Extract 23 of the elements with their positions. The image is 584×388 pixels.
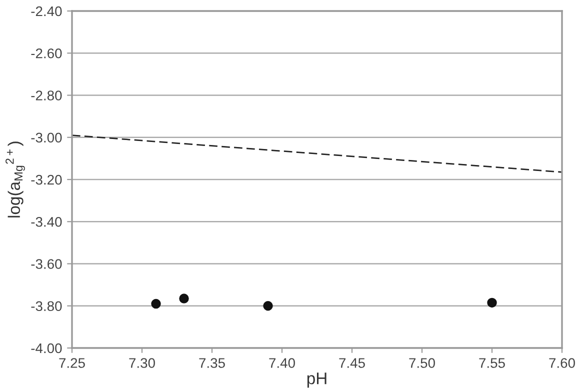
x-tick-label: 7.40	[269, 358, 295, 368]
x-tick-label: 7.45	[339, 358, 365, 368]
point	[179, 294, 189, 304]
y-tick-label: -3.40	[31, 216, 62, 227]
x-axis-title: pH	[307, 372, 326, 388]
x-tick-label: 7.30	[129, 358, 155, 368]
point	[487, 298, 497, 308]
y-tick-label: -2.60	[31, 48, 62, 58]
y-tick-label: -2.80	[31, 90, 62, 100]
point	[263, 301, 273, 311]
x-tick-label: 7.50	[409, 358, 435, 368]
y-tick-label: -3.20	[31, 174, 62, 185]
x-tick-label: 7.60	[549, 358, 575, 368]
y-axis-title: log(a$_{Mg}$$^{2+}$)	[6, 142, 25, 218]
y-tick-label: -2.40	[31, 6, 62, 16]
y-tick-label: -3.60	[31, 259, 62, 269]
y-tick-label: -4.00	[31, 343, 62, 354]
point	[151, 298, 161, 309]
y-tick-label: -3.00	[31, 132, 62, 143]
x-tick-label: 7.55	[479, 358, 505, 368]
y-tick-label: -3.80	[31, 301, 62, 312]
x-tick-label: 7.35	[199, 358, 225, 368]
x-tick-label: 7.25	[59, 358, 85, 368]
